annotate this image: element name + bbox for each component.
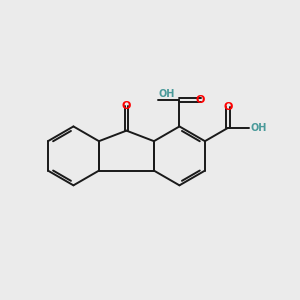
Text: OH: OH [250,123,267,133]
Text: O: O [122,100,131,111]
Text: O: O [223,102,232,112]
Text: OH: OH [158,89,175,99]
Text: O: O [196,95,205,105]
